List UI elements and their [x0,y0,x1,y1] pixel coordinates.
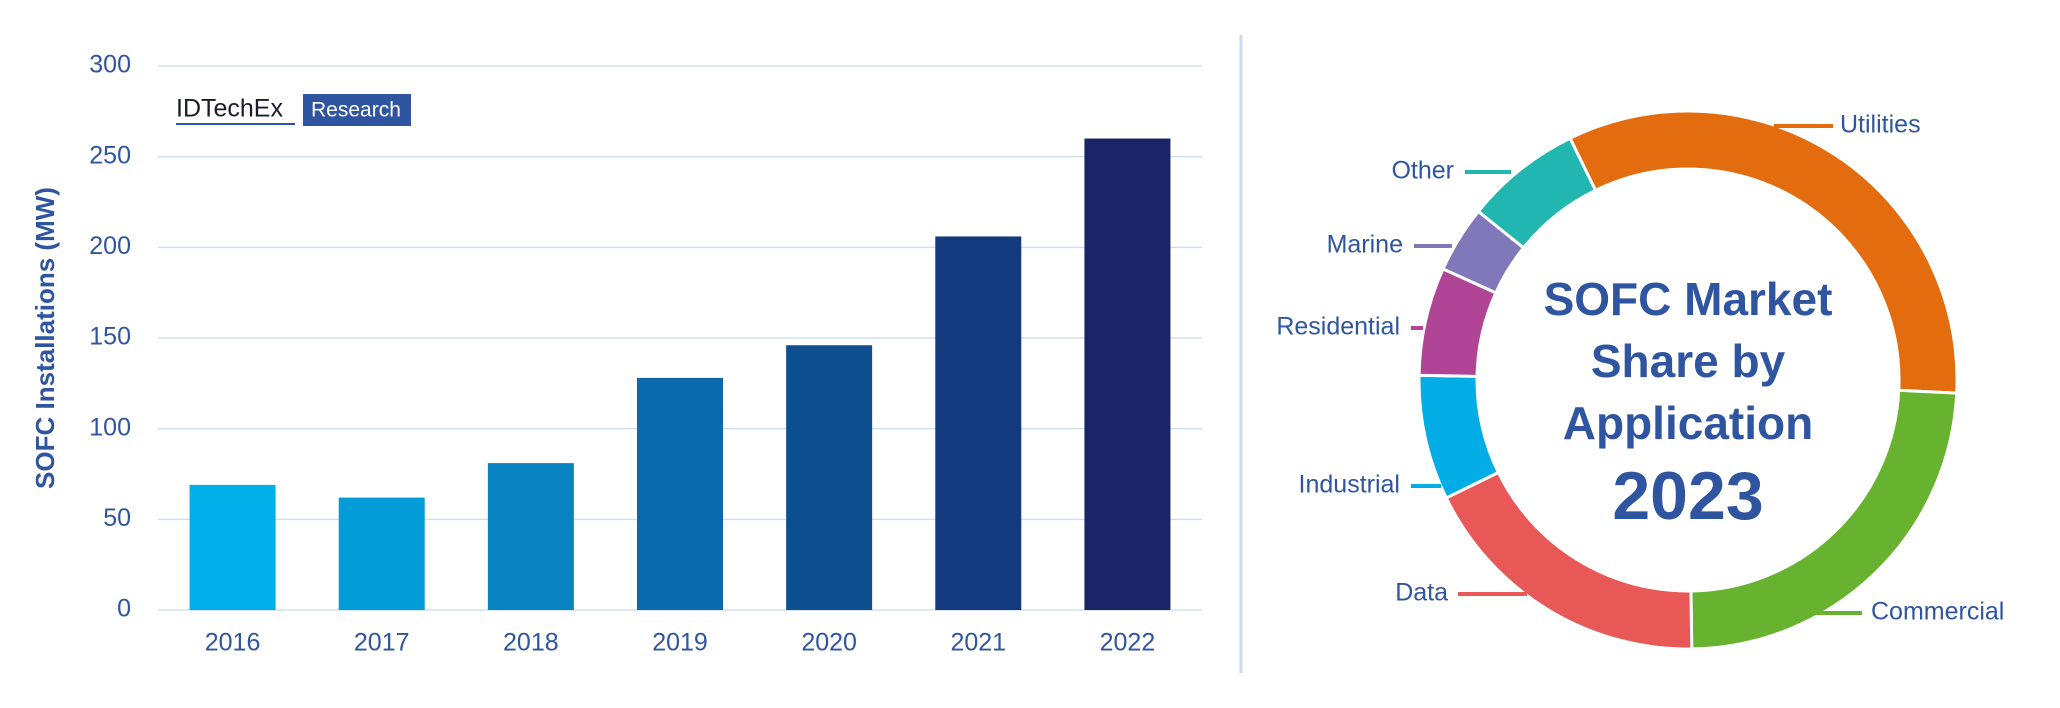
bar [637,377,723,610]
x-tick-label: 2022 [1100,629,1156,657]
segment-label: Other [1391,157,1454,185]
x-tick-label: 2019 [652,629,708,657]
segment-label: Utilities [1840,111,1921,139]
y-tick-label: 150 [89,323,131,351]
y-tick-label: 300 [89,51,131,79]
logo-name: IDTechEx [176,95,283,123]
donut-title: SOFC Market Share by Application [1543,273,1833,449]
y-tick-label: 100 [89,413,131,441]
bar [1084,138,1171,611]
y-tick-label: 200 [89,232,131,260]
donut-year: 2023 [1612,458,1764,534]
bar [338,497,425,610]
y-axis-title: SOFC Installations (MW) [30,187,60,489]
logo-box [303,94,411,126]
x-tick-label: 2021 [950,629,1006,657]
donut-segment [1417,373,1501,500]
y-tick-label: 50 [103,504,131,532]
x-tick-label: 2018 [503,629,559,657]
donut-segment [1476,136,1598,250]
bar [487,463,574,610]
y-tick-label: 0 [117,595,131,623]
donut-center: SOFC Market Share by Application 2023 [1518,268,1858,538]
x-tick-label: 2016 [205,629,261,657]
logo-tag: Research [311,99,401,122]
x-tick-label: 2017 [354,629,410,657]
segment-label: Residential [1276,313,1400,341]
segment-label: Marine [1327,231,1403,259]
segment-label: Commercial [1871,598,2004,626]
x-tick-label: 2020 [801,629,857,657]
segment-label: Data [1395,579,1448,607]
bar [189,484,276,610]
y-tick-label: 250 [89,141,131,169]
segment-label: Industrial [1299,471,1400,499]
bar [786,345,873,610]
bar [935,236,1022,610]
